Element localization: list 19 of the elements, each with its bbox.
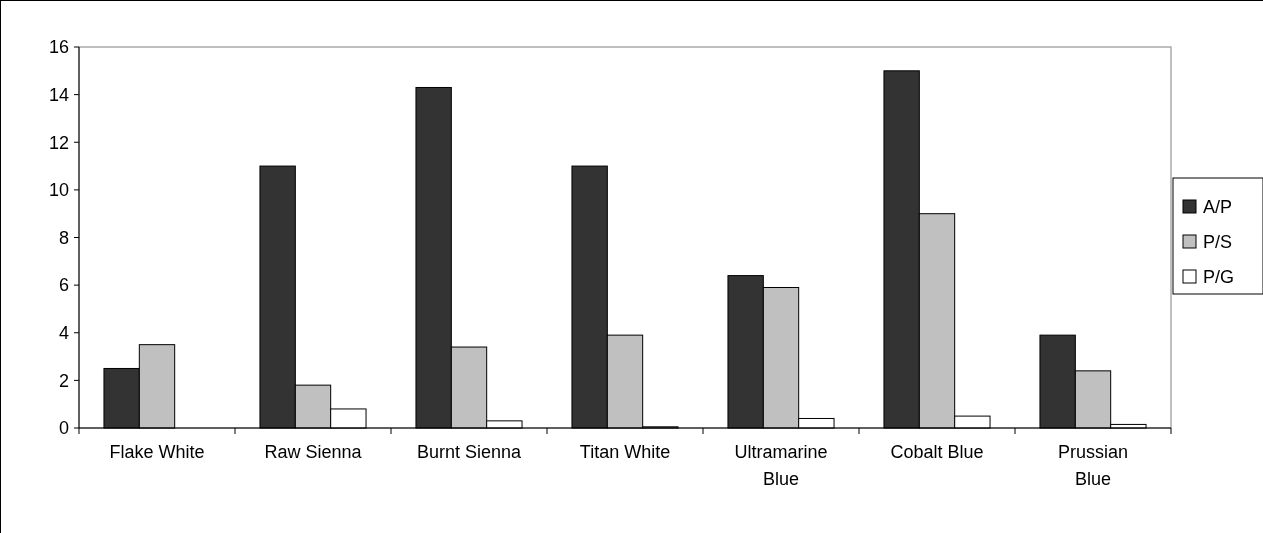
x-tick-label: Flake White xyxy=(109,442,205,462)
x-tick-label: Ultramarine Blue xyxy=(734,442,828,489)
legend-label: A/P xyxy=(1203,197,1233,218)
legend-label: P/S xyxy=(1203,232,1233,253)
y-tick-label: 10 xyxy=(48,180,69,201)
y-tick-label: 16 xyxy=(48,37,69,58)
x-tick-label: Prussian Blue xyxy=(1057,442,1129,489)
y-tick-label: 8 xyxy=(58,227,69,248)
y-tick-label: 0 xyxy=(58,418,69,439)
x-tick-label: Titan White xyxy=(579,442,671,462)
x-tick-label: Burnt Sienna xyxy=(416,442,523,462)
legend-label: P/G xyxy=(1203,267,1235,288)
y-tick-label: 2 xyxy=(58,370,69,391)
y-tick-label: 12 xyxy=(48,132,69,153)
x-tick-label: Cobalt Blue xyxy=(890,442,984,462)
y-tick-label: 6 xyxy=(58,275,69,296)
x-tick-label: Raw Sienna xyxy=(264,442,363,462)
y-tick-label: 4 xyxy=(58,323,69,344)
y-tick-label: 14 xyxy=(48,84,69,105)
